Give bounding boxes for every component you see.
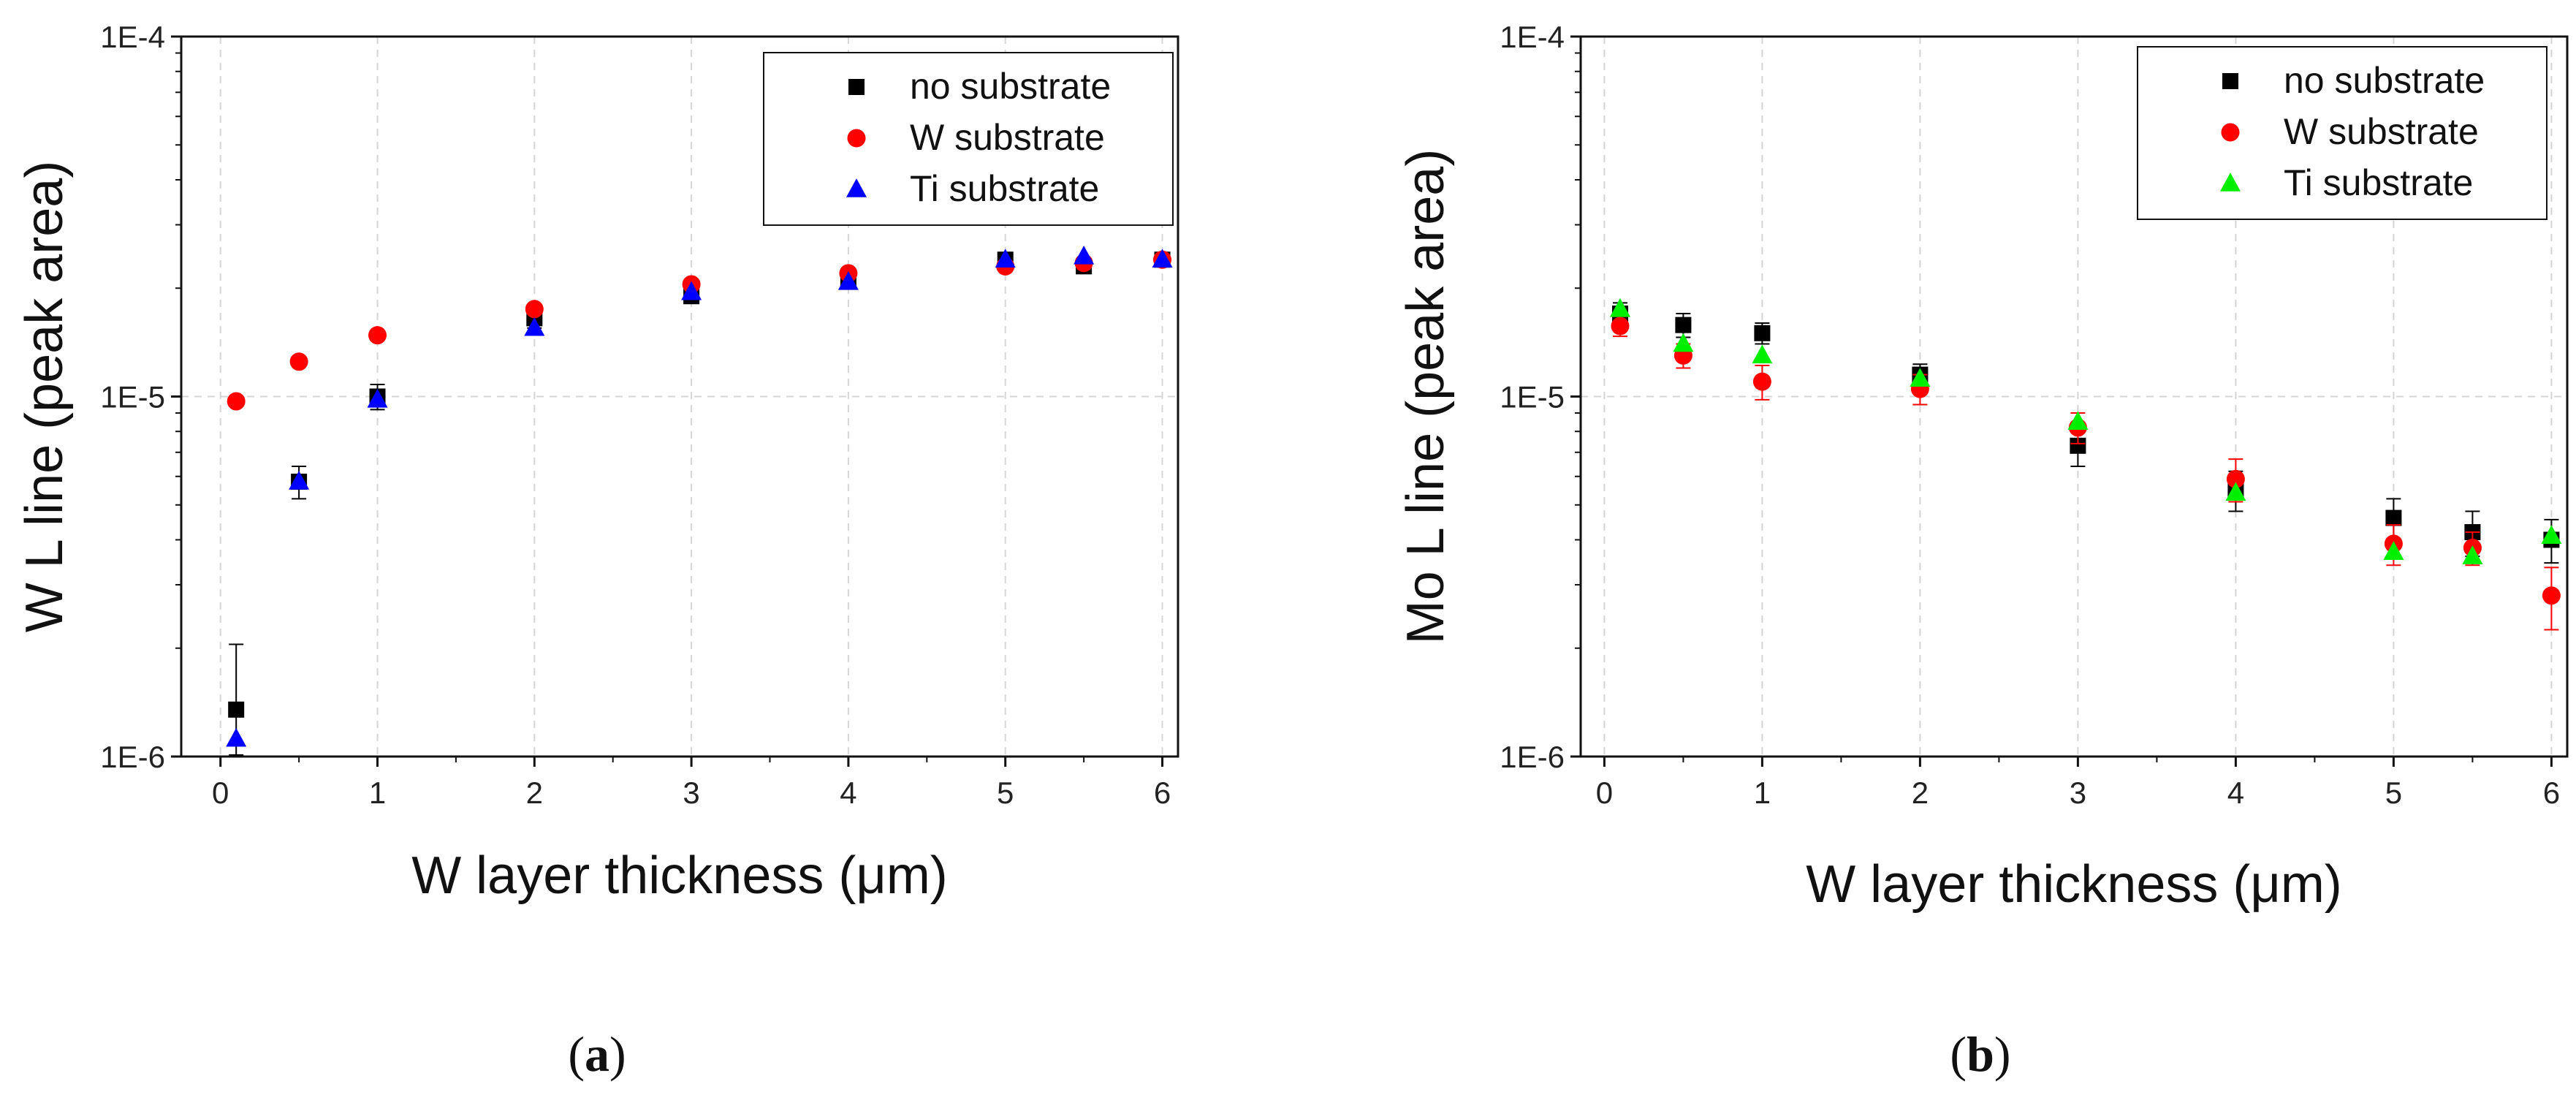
data-point xyxy=(2226,469,2245,488)
data-point xyxy=(2385,509,2402,526)
series-W-substrate xyxy=(227,250,1172,411)
series-no-substrate xyxy=(228,251,1171,756)
x-axis-label: W layer thickness (μm) xyxy=(1806,855,2342,914)
data-point xyxy=(1910,368,1931,387)
data-point xyxy=(1675,317,1692,333)
legend-marker xyxy=(848,79,865,95)
legend-marker xyxy=(2222,73,2238,89)
legend-marker xyxy=(2220,173,2241,192)
data-point xyxy=(2225,482,2246,501)
data-point xyxy=(2462,545,2483,564)
x-tick-label: 1 xyxy=(369,776,386,810)
panel-caption-a: (a) xyxy=(568,1026,626,1082)
data-point xyxy=(1754,325,1771,341)
data-point xyxy=(524,317,545,336)
data-point xyxy=(1152,249,1173,268)
data-point xyxy=(1610,297,1630,317)
data-point xyxy=(228,701,245,718)
x-tick-label: 1 xyxy=(1754,776,1771,810)
legend: no substrate W substrate Ti substrate xyxy=(763,52,1174,226)
y-tick-label: 1E-5 xyxy=(1500,380,1565,414)
x-tick-label: 6 xyxy=(1154,776,1171,810)
x-tick-label: 6 xyxy=(2543,776,2560,810)
data-point xyxy=(367,388,388,408)
y-tick-label: 1E-4 xyxy=(100,20,165,54)
legend-marker xyxy=(2221,123,2240,142)
data-point xyxy=(289,352,308,371)
y-tick-label: 1E-6 xyxy=(100,740,165,774)
data-point xyxy=(681,281,702,300)
data-point xyxy=(1074,245,1095,265)
data-point xyxy=(226,727,247,747)
legend-label: W substrate xyxy=(910,117,1105,158)
legend-label: Ti substrate xyxy=(910,168,1099,209)
x-tick-label: 5 xyxy=(2385,776,2402,810)
data-point xyxy=(2541,525,2562,545)
legend-label: no substrate xyxy=(910,66,1111,107)
x-tick-label: 3 xyxy=(2070,776,2086,810)
data-point xyxy=(1752,344,1773,364)
data-point xyxy=(1752,372,1771,391)
legend-box xyxy=(763,52,1174,226)
data-point xyxy=(368,326,387,345)
data-point xyxy=(525,300,544,319)
legend-box xyxy=(2137,46,2547,220)
legend-label: W substrate xyxy=(2284,111,2479,152)
chart-panel-a: 0 1 2 3 4 5 6 1E-6 1E-5 1E-4 W layer thickness (μm… xyxy=(15,20,1179,905)
legend: no substrate W substrate Ti substrate xyxy=(2137,46,2547,220)
data-point xyxy=(837,270,859,290)
x-tick-label: 0 xyxy=(212,776,229,810)
legend-marker xyxy=(846,178,867,197)
data-point xyxy=(2070,437,2086,454)
y-tick-label: 1E-4 xyxy=(1500,20,1565,54)
x-tick-label: 0 xyxy=(1596,776,1613,810)
series-no-substrate xyxy=(1612,302,2560,564)
series-Ti-substrate xyxy=(1610,297,2562,564)
legend-marker xyxy=(847,129,866,148)
y-axis-label: W L line (peak area) xyxy=(15,161,74,633)
data-point xyxy=(2542,586,2561,605)
y-tick-label: 1E-5 xyxy=(100,380,165,414)
data-point xyxy=(2067,411,2089,431)
legend-label: no substrate xyxy=(2284,60,2485,101)
x-tick-label: 2 xyxy=(1912,776,1929,810)
x-tick-label: 2 xyxy=(526,776,543,810)
data-point xyxy=(995,249,1016,268)
panel-caption-b: (b) xyxy=(1950,1026,2010,1082)
data-point xyxy=(2383,541,2404,560)
data-point xyxy=(289,471,310,490)
data-point xyxy=(1611,317,1630,336)
series-Ti-substrate xyxy=(226,245,1173,747)
x-tick-label: 5 xyxy=(997,776,1014,810)
x-tick-label: 4 xyxy=(840,776,856,810)
y-axis-label: Mo L line (peak area) xyxy=(1397,149,1455,645)
chart-panel-b: 0 1 2 3 4 5 6 1E-6 1E-5 1E-4 W layer thickness (μm… xyxy=(1397,20,2569,914)
legend-label: Ti substrate xyxy=(2284,162,2473,203)
x-tick-label: 4 xyxy=(2227,776,2244,810)
x-tick-label: 3 xyxy=(683,776,699,810)
x-axis-label: W layer thickness (μm) xyxy=(411,846,948,905)
y-tick-label: 1E-6 xyxy=(1500,740,1565,774)
data-point xyxy=(1673,333,1694,352)
data-point xyxy=(227,392,246,411)
